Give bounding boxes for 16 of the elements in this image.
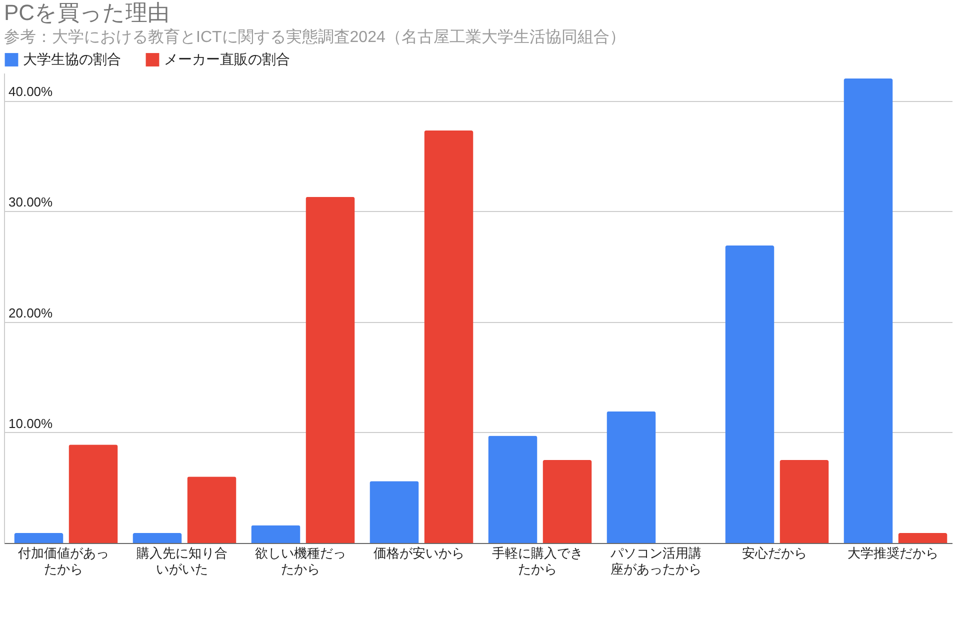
x-tick-label: パソコン活用講座があったから: [609, 546, 702, 576]
x-tick-label: 付加価値があったから: [16, 546, 109, 576]
y-tick-label: 10.00%: [8, 416, 54, 431]
chart-subtitle: 参考：大学における教育とICTに関する実態調査2024（名古屋工業大学生活協同組合）: [4, 28, 626, 46]
legend-label: 大学生協の割合: [23, 50, 121, 67]
x-tick-label: 安心だから: [742, 546, 807, 560]
x-tick-label: 大学推奨だから: [847, 546, 938, 560]
x-tick-label: 価格が安いから: [373, 546, 464, 560]
x-tick-label: 欲しい機種だったから: [254, 546, 346, 576]
chart-title: PCを買った理由: [4, 0, 170, 25]
y-tick-label: 20.00%: [8, 305, 54, 320]
x-tick-label: 購入先に知り合いがいた: [136, 546, 228, 576]
legend-label: メーカー直販の割合: [164, 50, 290, 67]
y-tick-label: 30.00%: [8, 194, 54, 210]
y-tick-label: 40.00%: [8, 84, 54, 100]
x-tick-label: 手軽に購入できたから: [492, 546, 583, 576]
